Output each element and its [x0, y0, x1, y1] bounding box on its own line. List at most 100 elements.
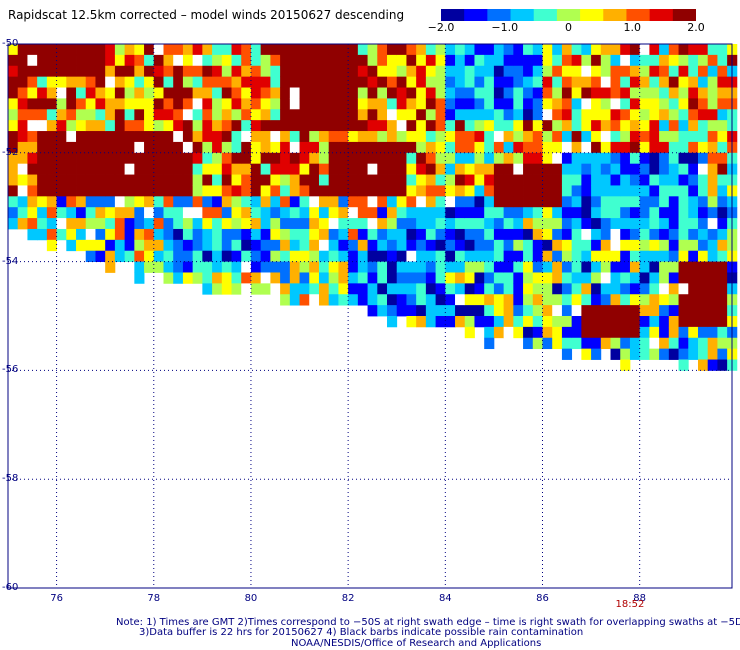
heatmap-cell [571, 76, 582, 88]
heatmap-cell [610, 98, 621, 110]
heatmap-cell [552, 98, 563, 110]
heatmap-cell [231, 196, 242, 208]
heatmap-cell [629, 131, 641, 143]
heatmap-cell [610, 337, 621, 350]
y-tick-label: -52 [2, 146, 19, 158]
heatmap-cell [318, 120, 330, 132]
heatmap-cell [649, 174, 660, 186]
heatmap-cell [56, 120, 67, 132]
heatmap-cell [377, 76, 388, 88]
heatmap-cell [493, 98, 505, 110]
heatmap-cell [357, 207, 368, 219]
heatmap-cell [377, 196, 388, 208]
heatmap-cell [484, 120, 495, 132]
heatmap-cell [425, 87, 436, 99]
heatmap-cell [396, 283, 407, 295]
heatmap-cell [649, 131, 660, 143]
heatmap-cell [600, 174, 611, 186]
heatmap-cell [668, 120, 679, 132]
heatmap-cell [435, 54, 446, 67]
heatmap-cell [212, 87, 223, 99]
heatmap-cell [416, 239, 427, 252]
heatmap-cell [367, 261, 378, 273]
heatmap-cell [435, 305, 446, 317]
heatmap-cell [707, 316, 718, 328]
heatmap-cell [173, 87, 184, 99]
heatmap-cell [56, 185, 67, 197]
heatmap-cell [134, 218, 145, 230]
heatmap-cell [659, 131, 670, 143]
heatmap-cell [289, 109, 300, 121]
heatmap-cell [416, 152, 427, 165]
heatmap-cell [464, 228, 475, 241]
heatmap-cell [474, 207, 485, 219]
heatmap-cell [668, 305, 679, 317]
heatmap-cell [212, 272, 223, 284]
heatmap-cell [707, 326, 718, 339]
heatmap-cell [318, 218, 330, 230]
heatmap-cell [396, 152, 407, 165]
heatmap-cell [17, 87, 28, 99]
colorbar-segment [580, 9, 604, 21]
y-tick-label: -60 [2, 582, 19, 593]
heatmap-cell [697, 87, 709, 99]
heatmap-cell [153, 239, 164, 252]
heatmap-cell [318, 87, 330, 99]
heatmap-cell [416, 44, 427, 56]
heatmap-cell [377, 65, 388, 78]
heatmap-cell [134, 261, 145, 273]
heatmap-cell [328, 239, 339, 252]
heatmap-cell [85, 120, 96, 132]
heatmap-cell [571, 185, 582, 197]
heatmap-cell [523, 109, 534, 121]
heatmap-cell [435, 109, 446, 121]
heatmap-cell [124, 218, 135, 230]
heatmap-cell [455, 163, 466, 175]
heatmap-cell [299, 294, 310, 306]
heatmap-cell [212, 65, 223, 78]
heatmap-cell [46, 120, 57, 132]
heatmap-cell [17, 98, 28, 110]
heatmap-cell [387, 316, 398, 328]
heatmap-cell [697, 250, 709, 262]
heatmap-cell [37, 120, 48, 132]
heatmap-cell [309, 174, 320, 186]
heatmap-cell [707, 109, 718, 121]
heatmap-cell [600, 163, 611, 175]
heatmap-cell [503, 326, 514, 339]
heatmap-cell [241, 174, 252, 186]
heatmap-cell [280, 218, 291, 230]
heatmap-cell [610, 76, 621, 88]
heatmap-cell [8, 163, 19, 175]
heatmap-cell [348, 120, 359, 132]
heatmap-cell [250, 228, 262, 241]
heatmap-cell [503, 196, 514, 208]
heatmap-cell [192, 98, 203, 110]
heatmap-cell [561, 120, 573, 132]
heatmap-cell [688, 87, 699, 99]
heatmap-cell [620, 185, 631, 197]
heatmap-cell [56, 131, 67, 143]
colorbar-segment [441, 9, 465, 21]
heatmap-cell [425, 54, 436, 67]
heatmap-cell [377, 228, 388, 241]
heatmap-cell [289, 196, 300, 208]
heatmap-cell [338, 196, 349, 208]
heatmap-cell [318, 141, 330, 154]
heatmap-cell [639, 348, 650, 360]
heatmap-cell [649, 163, 660, 175]
heatmap-cell [309, 294, 320, 306]
heatmap-cell [484, 196, 495, 208]
heatmap-cell [659, 283, 670, 295]
heatmap-cell [697, 337, 709, 350]
heatmap-cell [348, 109, 359, 121]
heatmap-cell [493, 76, 505, 88]
heatmap-cell [114, 44, 126, 56]
heatmap-cell [620, 141, 631, 154]
heatmap-cell [377, 207, 388, 219]
heatmap-cell [270, 76, 281, 88]
heatmap-cell [163, 272, 174, 284]
heatmap-cell [212, 76, 223, 88]
heatmap-cell [513, 283, 524, 295]
heatmap-cell [416, 305, 427, 317]
